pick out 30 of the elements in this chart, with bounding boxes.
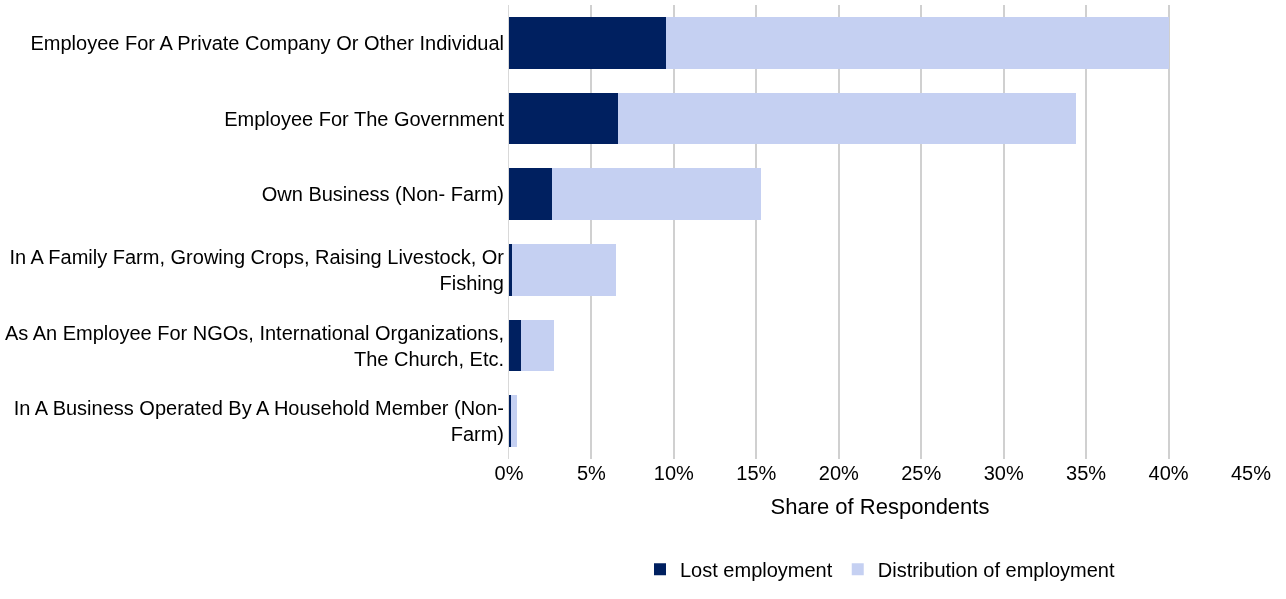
y-tick-label: Employee For A Private Company Or Other Individual bbox=[30, 31, 504, 54]
y-tick-label: In A Family Farm, Growing Crops, Raising Livestock, Or Fishing bbox=[9, 245, 505, 294]
y-tick-label: In A Business Operated By A Household Member (Non-Farm) bbox=[13, 397, 504, 446]
x-tick-label: 10% bbox=[653, 462, 695, 484]
x-tick-label: 30% bbox=[983, 462, 1024, 484]
legend-label: Lost employment bbox=[680, 559, 833, 582]
bar bbox=[509, 92, 618, 145]
x-tick-label: 20% bbox=[818, 462, 860, 484]
x-tick-label: 35% bbox=[1066, 462, 1107, 484]
x-tick-label: 25% bbox=[901, 462, 942, 484]
bar bbox=[509, 244, 513, 296]
y-tick-label: Employee For The Government bbox=[224, 107, 505, 130]
bar bbox=[665, 17, 1169, 69]
bar bbox=[512, 244, 617, 296]
y-tick-label: As An Employee For NGOs, International Organizations, The Church, Etc. bbox=[4, 321, 504, 370]
bar bbox=[509, 17, 666, 69]
x-tick-label: 0% bbox=[494, 462, 524, 484]
bar bbox=[511, 395, 518, 447]
x-tick-label: 40% bbox=[1148, 462, 1189, 484]
x-axis-title: Share of Respondents bbox=[770, 493, 990, 519]
x-tick-label: 15% bbox=[736, 462, 777, 484]
x-tick-label: 45% bbox=[1230, 462, 1272, 484]
bar bbox=[551, 168, 762, 220]
bar bbox=[509, 168, 552, 220]
bar bbox=[520, 319, 554, 372]
x-tick-label: 5% bbox=[576, 462, 607, 484]
y-tick-label: Own Business (Non- Farm) bbox=[261, 183, 504, 206]
legend-label: Distribution of employment bbox=[877, 559, 1115, 582]
bar bbox=[617, 92, 1077, 145]
bar bbox=[509, 319, 521, 372]
